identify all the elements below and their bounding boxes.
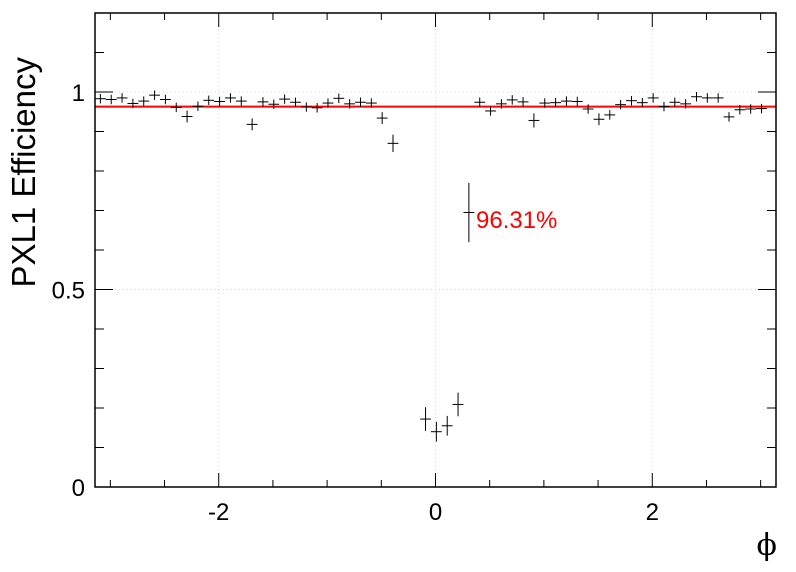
data-point (691, 92, 702, 102)
data-point (246, 118, 258, 131)
data-point (159, 94, 171, 105)
data-point (257, 97, 269, 107)
data-point (311, 103, 323, 113)
data-point (290, 97, 301, 108)
data-point (550, 97, 562, 108)
data-point (452, 392, 464, 417)
data-point (669, 97, 681, 108)
data-point (138, 96, 150, 106)
grid (95, 13, 776, 488)
y-tick-label: 0 (72, 475, 85, 502)
data-point (268, 99, 280, 109)
x-tick-label: 2 (646, 499, 659, 526)
data-point (170, 102, 182, 113)
data-point (474, 97, 486, 108)
data-point (485, 106, 496, 116)
x-tick-label: 0 (429, 499, 442, 526)
data-point (149, 90, 160, 100)
data-point (333, 93, 345, 104)
data-point (593, 113, 605, 126)
data-point (582, 104, 594, 114)
data-point (745, 104, 757, 114)
data-point (506, 95, 518, 105)
data-point (355, 97, 366, 108)
data-point (430, 421, 442, 442)
data-point (680, 99, 692, 109)
data-point (376, 112, 388, 124)
data-point (658, 101, 670, 112)
data-point (387, 134, 399, 153)
data-point (701, 93, 713, 103)
data-point (561, 96, 572, 106)
data-point (420, 407, 431, 431)
data-point (192, 101, 204, 111)
data-point (127, 98, 139, 109)
y-axis-label: PXL1 Efficiency (5, 57, 42, 288)
fit-value-annotation: 96.31% (476, 207, 557, 234)
data-point (528, 113, 540, 128)
data-point (441, 415, 453, 436)
data-point (734, 105, 746, 115)
data-point (344, 99, 356, 109)
data-point (615, 99, 627, 110)
data-point (214, 96, 226, 107)
data-point (571, 96, 583, 107)
x-axis-label: ϕ (757, 528, 777, 563)
data-point (463, 182, 475, 243)
data-point (495, 99, 507, 109)
y-tick-label: 0.5 (52, 278, 85, 305)
axis-ticks: -2 0 2 0 0.5 1 (52, 12, 776, 526)
data-point (517, 97, 529, 107)
y-tick-label: 1 (72, 80, 85, 107)
data-point (116, 93, 128, 103)
data-point (94, 93, 106, 104)
data-point (712, 93, 724, 103)
data-point (279, 94, 291, 104)
data-point (322, 98, 334, 108)
data-point (539, 98, 551, 108)
x-tick-label: -2 (208, 499, 229, 526)
data-point (604, 110, 616, 120)
data-point (636, 97, 648, 108)
data-point (235, 96, 247, 106)
data-point (626, 95, 637, 106)
data-point (723, 112, 735, 122)
data-point (647, 93, 659, 103)
data-point (225, 93, 236, 103)
data-point (756, 103, 767, 114)
data-points (94, 90, 767, 442)
data-point (105, 94, 117, 105)
data-point (203, 95, 215, 106)
data-point (300, 102, 312, 112)
data-point (181, 110, 193, 123)
plot-frame (94, 12, 777, 488)
data-point (365, 98, 377, 108)
